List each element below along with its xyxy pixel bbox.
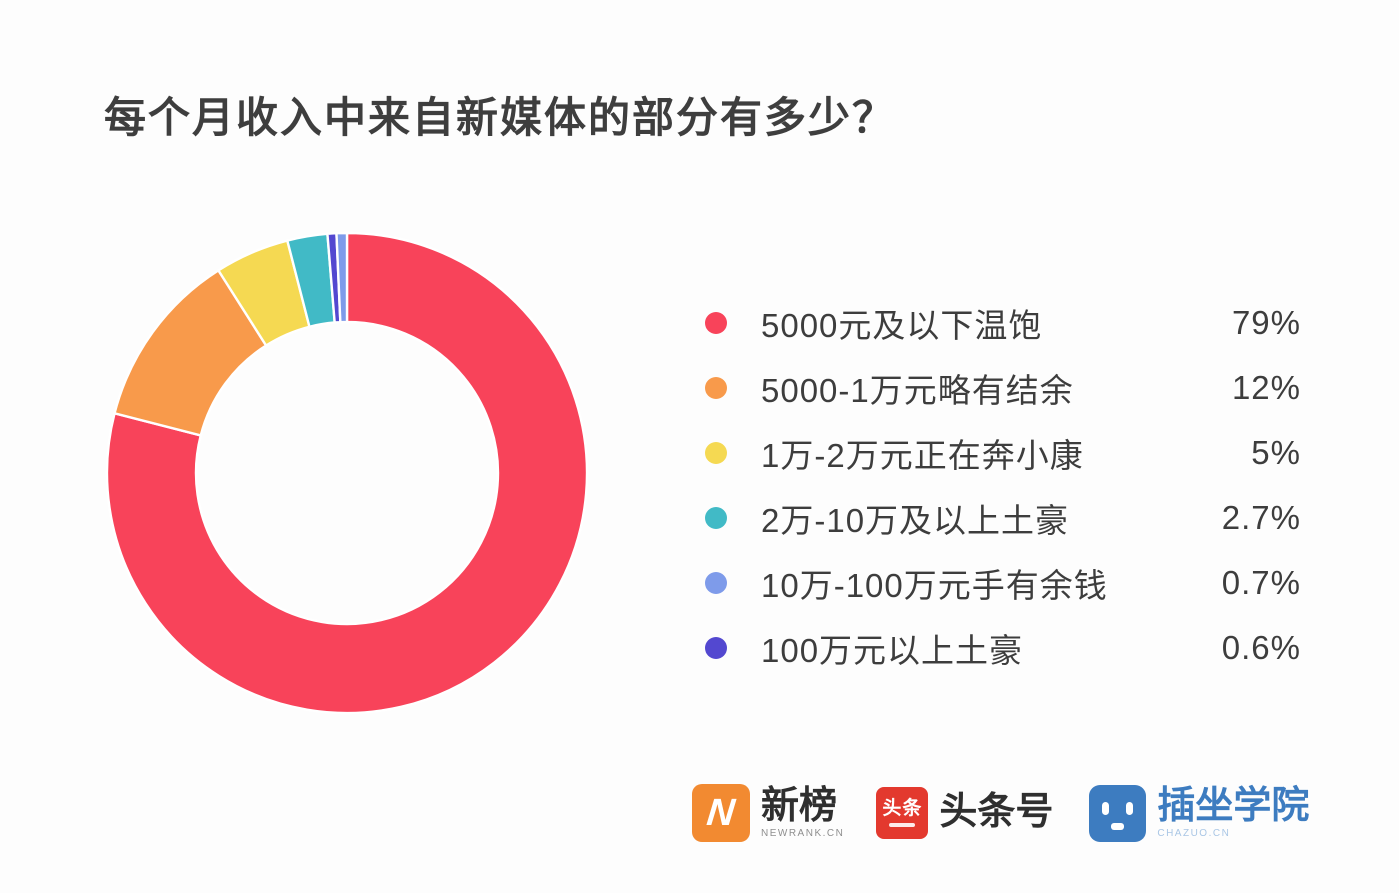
legend-label: 10万-100万元手有余钱 xyxy=(761,566,1108,604)
legend-label: 5000元及以下温饱 xyxy=(761,306,1043,344)
toutiao-mark-text: 头条 xyxy=(882,797,923,819)
chazuo-face-eye-left xyxy=(1102,801,1110,815)
chazuo-face-mouth xyxy=(1111,822,1125,830)
legend-value: 2.7% xyxy=(1221,498,1301,536)
legend-dot-icon xyxy=(705,311,727,334)
logo-chazuo: 插坐学院 CHAZUO.CN xyxy=(1089,784,1310,842)
legend-label: 2万-10万及以上土豪 xyxy=(761,501,1070,539)
legend-label: 100万元以上土豪 xyxy=(761,631,1024,669)
legend-dot-icon xyxy=(705,441,727,464)
toutiao-logo-icon: 头条 xyxy=(876,787,929,839)
newrank-logo-icon: N xyxy=(692,784,750,842)
legend-dot-icon xyxy=(705,571,727,594)
chart-title: 每个月收入中来自新媒体的部分有多少？ xyxy=(104,94,897,141)
donut-slice-4 xyxy=(335,231,349,324)
chazuo-face-eye-right xyxy=(1126,801,1134,815)
legend-value: 12% xyxy=(1231,368,1301,406)
footer-logos: N 新榜 NEWRANK.CN 头条 头条号 插坐学院 xyxy=(692,778,1309,848)
legend-row: 5000元及以下温饱 79% xyxy=(705,290,1301,355)
logo-newrank: N 新榜 NEWRANK.CN xyxy=(692,784,844,842)
legend-label: 5000-1万元略有结余 xyxy=(761,371,1074,409)
newrank-logo-title: 新榜 xyxy=(761,784,838,827)
newrank-logo-subtitle: NEWRANK.CN xyxy=(761,828,845,840)
donut-slice-0 xyxy=(105,231,589,715)
chazuo-logo-icon xyxy=(1089,784,1147,842)
toutiao-logo-title: 头条号 xyxy=(939,791,1054,834)
chart-legend: 5000元及以下温饱 79% 5000-1万元略有结余 12% 1万-2万元正在奔小康 5… xyxy=(705,290,1301,680)
legend-row: 5000-1万元略有结余 12% xyxy=(705,355,1301,420)
legend-value: 79% xyxy=(1231,303,1301,341)
legend-value: 0.6% xyxy=(1221,628,1301,666)
legend-value: 0.7% xyxy=(1221,563,1301,601)
legend-value: 5% xyxy=(1251,433,1301,471)
legend-dot-icon xyxy=(705,636,727,659)
legend-label: 1万-2万元正在奔小康 xyxy=(761,436,1084,474)
chazuo-logo-title: 插坐学院 xyxy=(1157,784,1310,827)
donut-chart xyxy=(105,231,589,715)
legend-row: 10万-100万元手有余钱 0.7% xyxy=(705,550,1301,615)
newrank-n-glyph: N xyxy=(705,792,737,834)
legend-dot-icon xyxy=(705,376,727,399)
legend-row: 2万-10万及以上土豪 2.7% xyxy=(705,485,1301,550)
chazuo-logo-subtitle: CHAZUO.CN xyxy=(1157,828,1231,840)
legend-dot-icon xyxy=(705,506,727,529)
legend-row: 1万-2万元正在奔小康 5% xyxy=(705,420,1301,485)
donut-svg xyxy=(105,231,589,715)
toutiao-mark-bar xyxy=(889,823,916,828)
logo-toutiao: 头条 头条号 xyxy=(876,787,1053,839)
legend-row: 100万元以上土豪 0.6% xyxy=(705,615,1301,680)
